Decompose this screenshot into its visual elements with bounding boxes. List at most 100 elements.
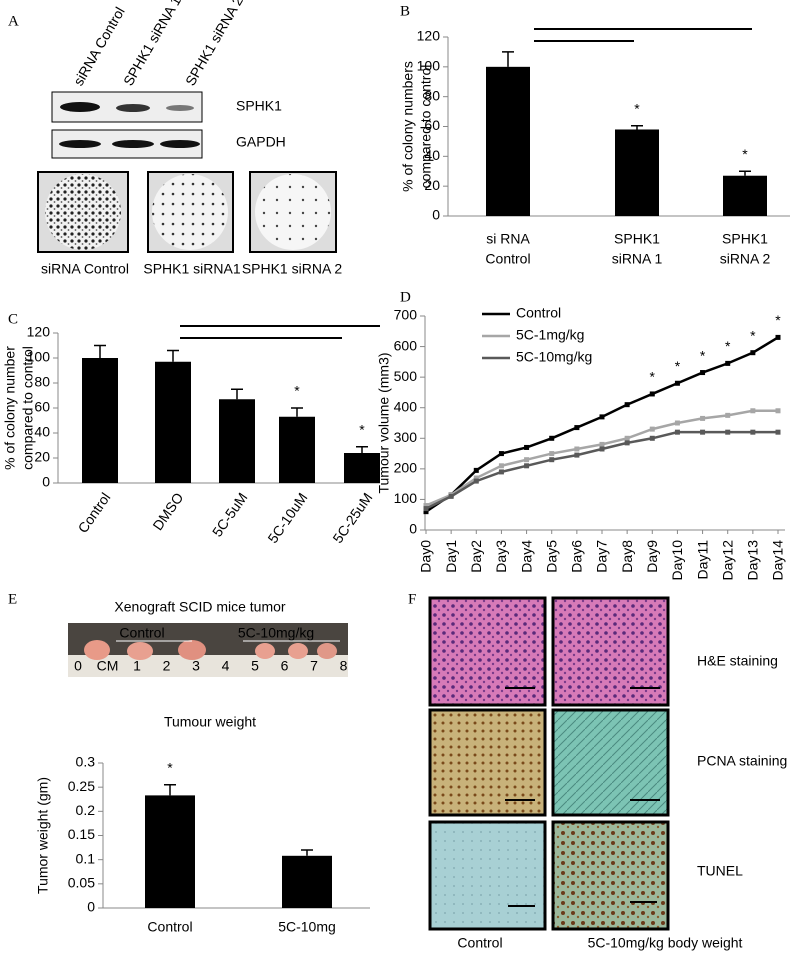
y-tick-label: 100 — [417, 58, 441, 74]
error-bar — [739, 170, 751, 176]
x-tick-label: SPHK1 — [722, 231, 768, 247]
error-bar — [502, 51, 514, 67]
significance-lines — [180, 28, 752, 339]
point — [599, 414, 605, 420]
point — [599, 446, 605, 452]
column-label: 5C-10mg/kg body weight — [588, 935, 743, 951]
tumor-photo — [68, 623, 348, 677]
x-tick-label: 5C-10uM — [264, 490, 310, 546]
x-tick-label: 5C-10mg — [278, 919, 336, 935]
point — [473, 467, 479, 473]
y-tick-label: 0.25 — [68, 778, 95, 794]
x-tick-label: siRNA 1 — [612, 251, 663, 267]
x-tick-label: si RNA — [486, 231, 530, 247]
x-tick-label: siRNA 2 — [720, 251, 771, 267]
y-axis-label: % of colony numbers — [400, 61, 416, 192]
point — [624, 440, 630, 446]
bar — [155, 361, 191, 483]
point — [423, 506, 429, 512]
point — [574, 446, 580, 452]
x-tick-label: Control — [74, 490, 113, 536]
y-tick-label: 0 — [87, 899, 95, 915]
bar — [145, 795, 195, 908]
y-tick-label: 20 — [34, 449, 50, 465]
stain-images — [428, 596, 670, 931]
x-tick-label: 5C-5uM — [209, 490, 251, 540]
point — [725, 412, 731, 418]
row-label: TUNEL — [697, 863, 743, 879]
error-bar — [164, 784, 176, 796]
ruler-label: 8 — [340, 658, 348, 674]
y-axis-label: Tumour volume (mm3) — [376, 352, 392, 493]
series-line — [425, 409, 778, 507]
y-tick-label: 40 — [34, 424, 50, 440]
point — [498, 463, 504, 469]
point — [674, 420, 680, 426]
bar — [279, 416, 315, 483]
point — [775, 429, 781, 435]
lane-label: SPHK1 siRNA 1 — [120, 0, 184, 88]
point — [473, 475, 479, 481]
x-tick-label: 5C-25uM — [329, 490, 375, 546]
x-tick-label: SPHK1 — [614, 231, 660, 247]
dish-label: SPHK1 siRNA 2 — [242, 261, 343, 277]
point — [700, 415, 706, 421]
point — [725, 429, 731, 435]
ruler-label: 2 — [163, 658, 171, 674]
photo-title: Xenograft SCID mice tumor — [114, 599, 286, 615]
significance-mark: * — [725, 338, 731, 354]
x-tick-label: Day10 — [669, 540, 685, 581]
dishes — [37, 171, 337, 253]
dish-label: siRNA Control — [41, 261, 129, 277]
significance-mark: * — [742, 146, 748, 162]
point — [448, 493, 454, 499]
significance-mark: * — [634, 100, 640, 116]
lane-label: SPHK1 siRNA 2 — [182, 0, 246, 88]
x-tick-label: Day4 — [518, 540, 534, 573]
point — [700, 429, 706, 435]
significance-mark: * — [700, 347, 706, 363]
error-bar — [167, 349, 179, 362]
point — [674, 429, 680, 435]
y-tick-label: 0.2 — [76, 802, 96, 818]
y-tick-label: 500 — [394, 368, 418, 384]
y-tick-label: 120 — [417, 28, 441, 44]
significance-mark: * — [675, 358, 681, 374]
y-axis-label: compared to control — [418, 65, 434, 189]
y-tick-label: 60 — [424, 117, 440, 133]
ruler-label: 1 — [133, 658, 141, 674]
point — [750, 408, 756, 414]
point — [549, 435, 555, 441]
lane-label: siRNA Control — [70, 4, 128, 88]
y-tick-label: 0.15 — [68, 826, 95, 842]
y-tick-label: 200 — [394, 460, 418, 476]
point — [524, 457, 530, 463]
y-tick-label: 0.3 — [76, 754, 96, 770]
x-tick-label: Control — [485, 251, 530, 267]
point — [599, 441, 605, 447]
y-axis-label: % of colony number — [2, 346, 18, 470]
significance-mark: * — [775, 312, 781, 328]
significance-mark: * — [650, 369, 656, 385]
significance-mark: * — [750, 327, 756, 343]
ruler-label: CM — [97, 658, 119, 674]
x-tick-label: Day7 — [594, 540, 610, 573]
x-tick-label: Day9 — [644, 540, 660, 573]
y-tick-label: 0.05 — [68, 875, 95, 891]
point — [473, 478, 479, 484]
error-bar — [356, 446, 368, 453]
error-bar — [231, 388, 243, 400]
y-tick-label: 100 — [394, 490, 418, 506]
row-label: PCNA staining — [697, 753, 787, 769]
point — [649, 391, 655, 397]
row-label: H&E staining — [697, 653, 778, 669]
point — [775, 334, 781, 340]
significance-mark: * — [359, 421, 365, 437]
x-tick-label: Day13 — [745, 540, 761, 581]
y-tick-label: 0 — [42, 474, 50, 490]
y-axis-label: Tumor weight (gm) — [35, 777, 51, 894]
y-tick-label: 80 — [34, 374, 50, 390]
y-tick-label: 0.1 — [76, 850, 96, 866]
ruler-label: 4 — [222, 658, 230, 674]
